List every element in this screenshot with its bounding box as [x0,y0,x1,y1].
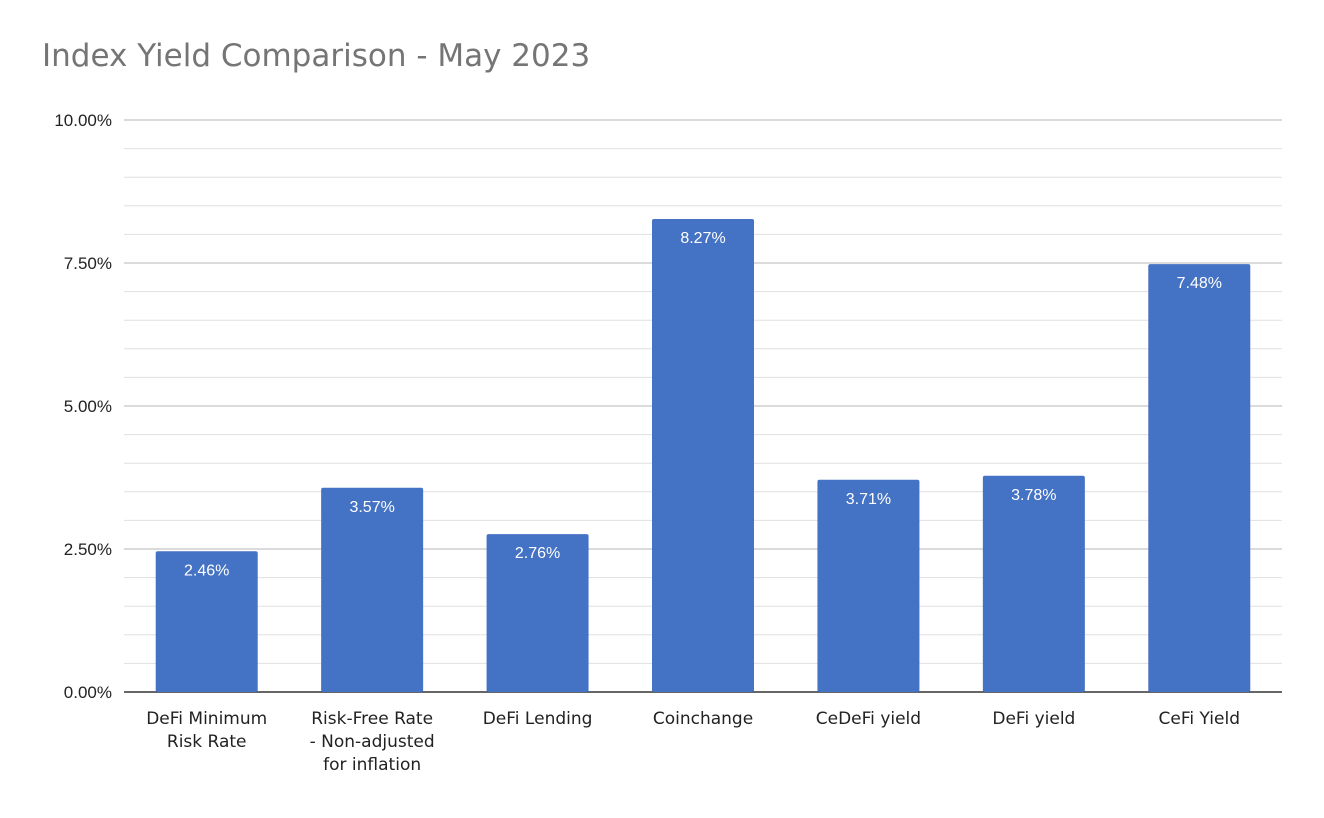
y-tick-label: 0.00% [64,683,112,702]
x-category-label: DeFi yield [992,709,1075,729]
y-tick-label: 2.50% [64,540,112,559]
data-label: 2.76% [515,545,560,562]
x-category-label: Risk Rate [167,732,247,752]
x-category-label: CeDeFi yield [816,709,921,729]
x-category-label: Risk-Free Rate [311,709,433,729]
bar [321,487,424,692]
x-category-label: for inflation [323,755,421,775]
data-label: 2.46% [184,562,229,579]
data-label: 3.57% [349,499,394,516]
data-label: 3.71% [846,491,891,508]
chart-title: Index Yield Comparison - May 2023 [42,38,591,74]
data-label: 7.48% [1177,275,1222,292]
labels: 0.00% 2.50% 5.00% 7.50% 10.00% 2.46% DeFi Mini… [54,111,1240,775]
x-category-label: Coinchange [653,709,753,729]
bar [652,218,754,692]
x-category-label: DeFi Minimum [146,709,267,729]
bar [155,551,258,692]
x-category-label: - Non-adjusted [310,732,435,752]
bar [817,479,920,692]
bar [1148,264,1251,692]
y-tick-label: 10.00% [54,111,112,130]
x-category-label: CeFi Yield [1159,709,1240,729]
data-label: 3.78% [1011,487,1056,504]
bar [982,475,1085,692]
y-tick-label: 5.00% [64,397,112,416]
y-tick-label: 7.50% [64,254,112,273]
bar [486,534,589,692]
data-label: 8.27% [680,230,725,247]
bars [155,218,1251,692]
x-category-label: DeFi Lending [483,709,593,729]
